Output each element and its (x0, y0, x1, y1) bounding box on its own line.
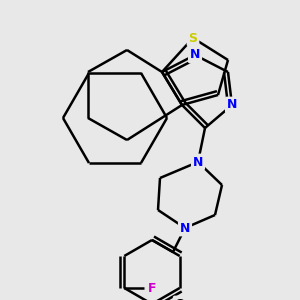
Text: O: O (175, 298, 185, 300)
Text: F: F (148, 281, 157, 295)
Text: N: N (190, 49, 200, 62)
Text: N: N (227, 98, 237, 112)
Text: N: N (180, 221, 190, 235)
Text: S: S (188, 32, 197, 44)
Text: N: N (193, 155, 203, 169)
